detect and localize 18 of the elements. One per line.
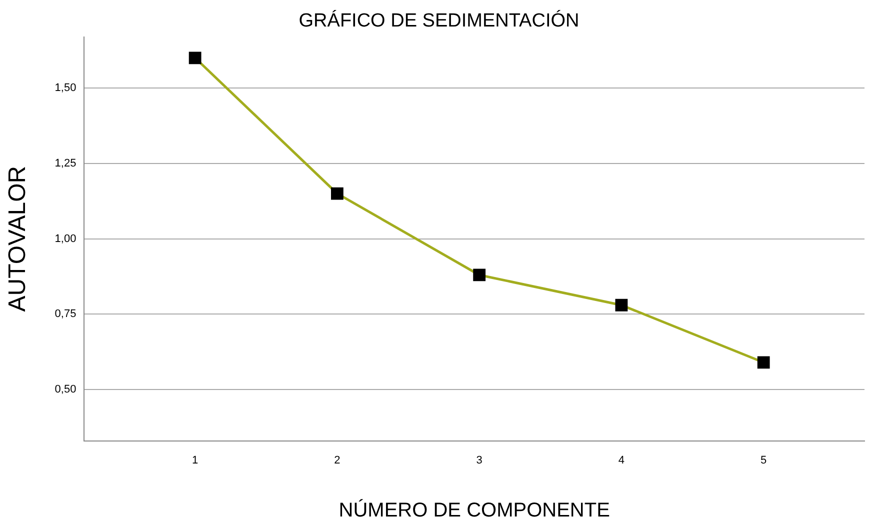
point	[331, 187, 344, 200]
chart-title: GRÁFICO DE SEDIMENTACIÓN	[298, 10, 580, 32]
point	[615, 298, 628, 312]
x-tick-label: 3	[476, 454, 482, 466]
y-axis-title: AUTOVALOR	[4, 166, 32, 312]
y-tick-label: 0,75	[54, 308, 76, 320]
x-tick-label: 5	[760, 454, 767, 466]
point	[473, 268, 486, 282]
x-tick-label: 4	[618, 454, 625, 466]
y-tick-label: 1,25	[54, 157, 76, 170]
y-tick-label: 1,00	[54, 232, 76, 245]
x-axis-title: NÚMERO DE COMPONENTE	[338, 498, 610, 522]
x-tick-label: 1	[192, 454, 198, 466]
point	[188, 52, 202, 64]
point	[757, 356, 770, 369]
x-tick-label: 2	[334, 454, 340, 466]
y-tick-label: 1,50	[54, 82, 76, 94]
y-tick-label: 0,50	[54, 384, 76, 396]
